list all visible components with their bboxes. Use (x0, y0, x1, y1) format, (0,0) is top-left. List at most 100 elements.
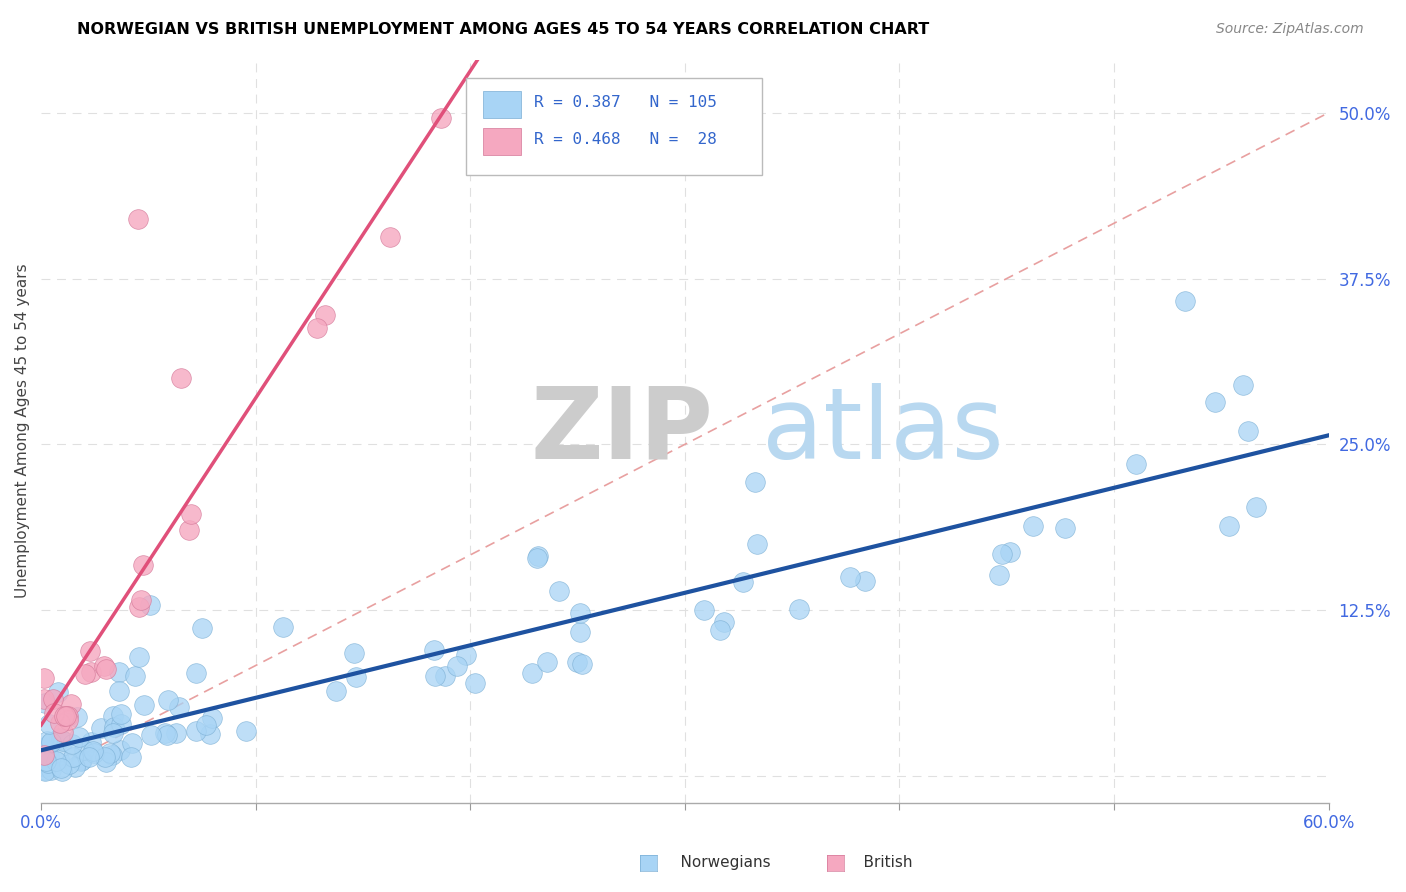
Point (120, 750, 142, 764)
Point (56, 713, 79, 727)
Point (44, 706, 66, 720)
Point (121, 736, 143, 750)
Point (48, 731, 70, 745)
Point (34, 764, 56, 778)
Point (1054, 521, 1077, 535)
Point (37, 756, 59, 771)
Point (129, 593, 152, 607)
Point (201, 711, 224, 725)
Text: atlas: atlas (762, 383, 1004, 480)
Point (709, 623, 731, 637)
Text: Source: ZipAtlas.com: Source: ZipAtlas.com (1216, 22, 1364, 37)
Point (80, 735, 103, 749)
Point (191, 621, 214, 635)
Point (59, 697, 82, 711)
Point (1244, 500, 1267, 515)
Point (35, 754, 58, 768)
Text: NORWEGIAN VS BRITISH UNEMPLOYMENT AMONG AGES 45 TO 54 YEARS CORRELATION CHART: NORWEGIAN VS BRITISH UNEMPLOYMENT AMONG … (77, 22, 929, 37)
Point (271, 620, 294, 634)
Point (34, 760, 56, 774)
Point (526, 551, 548, 566)
Point (527, 549, 550, 563)
Text: British: British (844, 855, 912, 870)
Point (80, 665, 103, 680)
Point (110, 717, 132, 731)
Point (184, 666, 207, 681)
Point (520, 666, 543, 681)
Point (60, 737, 83, 751)
Point (32, 747, 55, 762)
Point (1232, 377, 1254, 392)
Point (52, 734, 75, 748)
Point (69, 754, 91, 768)
Point (198, 727, 221, 741)
Point (434, 669, 457, 683)
Point (425, 669, 447, 683)
Point (46, 685, 69, 699)
Point (1022, 519, 1045, 533)
Point (744, 475, 766, 489)
Point (34, 697, 56, 711)
Point (39, 735, 62, 749)
Point (82, 744, 104, 758)
Point (1174, 293, 1197, 308)
Point (195, 718, 218, 732)
Point (446, 659, 468, 673)
Point (67, 730, 90, 744)
Point (58, 757, 80, 772)
Text: R = 0.387   N = 105: R = 0.387 N = 105 (534, 95, 717, 111)
Point (48, 716, 70, 731)
Point (536, 655, 558, 669)
Point (235, 723, 257, 738)
Point (141, 728, 163, 742)
FancyBboxPatch shape (465, 78, 762, 175)
Point (51, 764, 73, 779)
Point (53, 709, 76, 723)
Point (37, 733, 59, 747)
Point (101, 747, 124, 762)
Point (167, 700, 190, 714)
Point (998, 545, 1021, 559)
Point (839, 570, 862, 584)
Point (101, 709, 124, 723)
Point (127, 211, 149, 226)
Point (77, 750, 100, 764)
Point (988, 568, 1011, 582)
Point (65, 760, 87, 774)
Point (991, 548, 1014, 562)
Point (62, 749, 84, 764)
Point (49, 732, 72, 747)
Point (70, 754, 93, 768)
Point (378, 229, 401, 244)
Point (153, 726, 176, 740)
Point (787, 601, 810, 615)
Point (165, 725, 187, 739)
Point (66, 710, 89, 724)
Point (79, 643, 101, 657)
Point (325, 683, 347, 698)
Bar (482, 91, 522, 118)
Point (547, 584, 569, 599)
Point (110, 707, 132, 722)
Point (423, 643, 446, 657)
Point (139, 598, 162, 612)
Point (34, 764, 56, 778)
Point (48, 752, 70, 766)
Point (124, 669, 146, 683)
Point (156, 727, 179, 741)
Text: Norwegians: Norwegians (661, 855, 770, 870)
Point (184, 723, 207, 738)
Point (93, 659, 115, 673)
Point (73, 743, 96, 757)
Point (853, 574, 876, 588)
Point (49, 761, 72, 775)
Point (343, 647, 366, 661)
Point (38, 737, 60, 751)
Point (101, 726, 124, 740)
Point (1218, 519, 1240, 533)
Point (169, 371, 191, 385)
Point (128, 649, 150, 664)
Point (454, 648, 477, 663)
Point (108, 743, 131, 757)
Point (32, 692, 55, 706)
